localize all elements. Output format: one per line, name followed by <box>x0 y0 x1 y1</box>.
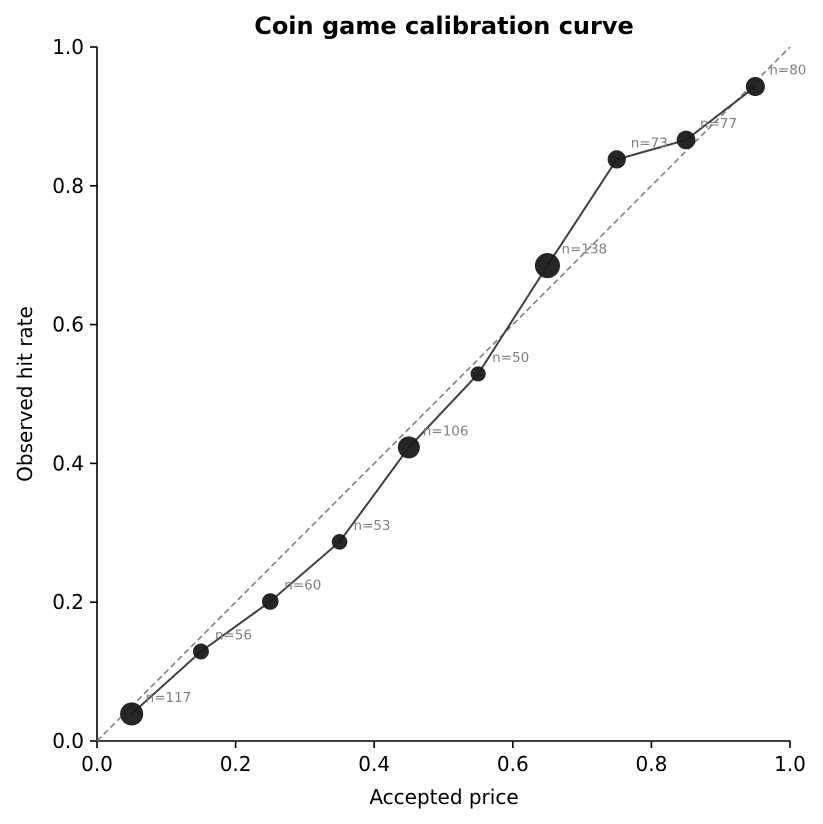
y-tick-label: 0.2 <box>52 590 84 614</box>
data-point <box>192 643 209 660</box>
data-point <box>745 76 765 97</box>
x-tick-label: 0.4 <box>358 752 390 776</box>
chart-title: Coin game calibration curve <box>254 12 634 40</box>
x-tick-label: 1.0 <box>774 752 806 776</box>
y-axis-label: Observed hit rate <box>13 306 37 482</box>
sample-size-label: n=77 <box>700 116 737 132</box>
x-tick-label: 0.2 <box>220 752 252 776</box>
sample-size-label: n=73 <box>631 135 668 151</box>
y-tick-label: 1.0 <box>52 35 84 59</box>
data-point <box>470 366 486 382</box>
sample-size-label: n=56 <box>215 627 252 643</box>
sample-size-label: n=117 <box>146 690 192 706</box>
x-axis-label: Accepted price <box>369 785 518 809</box>
reference-diagonal <box>96 46 791 742</box>
data-point <box>331 534 348 550</box>
sample-size-label: n=53 <box>354 518 391 534</box>
data-point <box>534 253 561 279</box>
data-point <box>676 130 696 150</box>
reference-line <box>96 46 791 742</box>
sample-size-label: n=138 <box>561 242 607 258</box>
x-tick-label: 0.0 <box>81 752 113 776</box>
axes: 0.0 0.2 0.4 0.6 0.8 1.0 0.0 0.2 0.4 0.6 0.8 1.0 <box>52 35 806 776</box>
data-point <box>261 593 279 610</box>
x-tick-label: 0.8 <box>635 752 667 776</box>
series-layer <box>120 76 765 726</box>
data-point <box>120 702 144 726</box>
sample-size-label: n=106 <box>423 423 469 439</box>
series-line <box>130 85 756 715</box>
y-tick-label: 0.6 <box>52 313 84 337</box>
y-tick-label: 0.4 <box>52 451 84 475</box>
sample-size-label: n=80 <box>769 63 806 79</box>
y-tick-label: 0.0 <box>52 729 84 753</box>
data-point <box>397 436 420 459</box>
sample-size-labels: n=117 n=56 n=60 n=53 n=106 n=50 n=138 n=73 n=77 n… <box>146 63 807 706</box>
x-tick-label: 0.6 <box>497 752 529 776</box>
y-tick-label: 0.8 <box>52 174 84 198</box>
sample-size-label: n=50 <box>492 350 529 366</box>
sample-size-label: n=60 <box>284 578 321 594</box>
data-point <box>607 150 626 169</box>
